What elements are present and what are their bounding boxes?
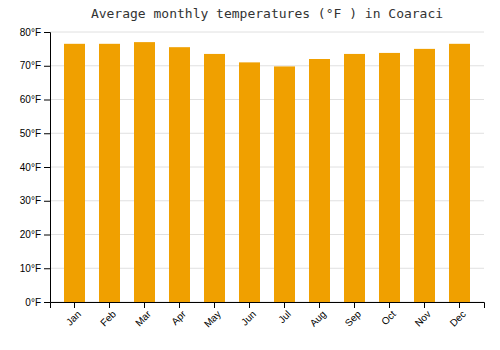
x-tick-label: Oct <box>379 308 398 327</box>
x-tick-label: Sep <box>343 308 364 329</box>
y-tick: 30°F <box>20 195 50 206</box>
x-tick: Oct <box>379 302 398 327</box>
x-tick-label: May <box>202 308 223 329</box>
bar <box>134 42 155 302</box>
x-tick: Jan <box>64 302 83 328</box>
x-tick-mark <box>459 302 460 308</box>
x-tick: Mar <box>133 302 153 328</box>
bars <box>64 42 470 302</box>
y-tick-label: 80°F <box>20 27 41 38</box>
x-tick-label: Jun <box>239 308 258 327</box>
x-tick: Aug <box>308 302 328 329</box>
y-tick-label: 40°F <box>20 162 41 173</box>
x-tick: Jul <box>276 302 293 325</box>
y-axis: 0°F 10°F 20°F 30°F 40°F 50°F 60°F 70°F 80°F <box>20 27 51 308</box>
x-tick-mark <box>74 302 75 308</box>
y-tick-label: 10°F <box>20 263 41 274</box>
x-tick-label: Mar <box>133 308 153 328</box>
y-tick-label: 60°F <box>20 94 41 105</box>
y-tick: 10°F <box>20 263 50 274</box>
x-tick-label: Dec <box>448 308 468 328</box>
x-tick-label: Jan <box>64 308 83 327</box>
y-tick: 0°F <box>25 297 50 308</box>
y-tick-mark <box>44 201 50 202</box>
x-tick-mark <box>284 302 285 308</box>
y-tick-label: 20°F <box>20 229 41 240</box>
y-tick-mark <box>44 100 50 101</box>
y-tick-label: 30°F <box>20 195 41 206</box>
grid-line <box>50 32 484 33</box>
x-tick: Jun <box>239 302 258 328</box>
bar <box>169 47 190 302</box>
x-axis-line <box>51 303 485 309</box>
x-tick-label: Nov <box>413 308 433 328</box>
y-tick-mark <box>44 32 50 33</box>
y-axis-line <box>44 33 51 303</box>
bar <box>274 66 295 302</box>
bar <box>309 59 330 302</box>
x-tick-mark <box>389 302 390 308</box>
x-tick-mark <box>179 302 180 308</box>
bar <box>99 44 120 302</box>
y-tick-mark <box>44 167 50 168</box>
y-tick: 80°F <box>20 27 50 38</box>
y-tick-mark <box>44 235 50 236</box>
y-tick-mark <box>44 302 50 303</box>
bar <box>379 53 400 302</box>
grid <box>50 32 484 302</box>
x-tick: Sep <box>343 302 364 329</box>
x-tick: Dec <box>448 302 468 329</box>
bar <box>239 62 260 302</box>
x-tick-mark <box>424 302 425 308</box>
y-tick: 20°F <box>20 229 50 240</box>
x-tick: May <box>202 302 223 330</box>
y-tick-label: 0°F <box>25 297 41 308</box>
x-axis: Jan Feb Mar Apr May Jun Jul Aug Sep Oct Nov Dec <box>51 302 485 330</box>
y-tick: 70°F <box>20 60 50 71</box>
x-tick-mark <box>319 302 320 308</box>
x-tick: Feb <box>98 302 118 328</box>
y-tick-mark <box>44 133 50 134</box>
y-tick: 50°F <box>20 128 50 139</box>
x-tick-label: Jul <box>276 308 293 325</box>
y-tick-label: 70°F <box>20 60 41 71</box>
x-tick-mark <box>109 302 110 308</box>
bar <box>204 54 225 302</box>
x-tick-label: Aug <box>308 308 328 328</box>
bar <box>64 44 85 302</box>
x-tick-mark <box>249 302 250 308</box>
y-tick: 60°F <box>20 94 50 105</box>
y-tick-label: 50°F <box>20 128 41 139</box>
x-tick: Nov <box>413 302 433 329</box>
x-tick-label: Apr <box>169 308 188 327</box>
x-tick-mark <box>214 302 215 308</box>
x-tick-mark <box>354 302 355 308</box>
y-tick-mark <box>44 66 50 67</box>
x-tick-label: Feb <box>98 308 118 328</box>
plot-area: 0°F 10°F 20°F 30°F 40°F 50°F 60°F 70°F 80°F Jan Fe… <box>20 27 485 330</box>
bar <box>414 49 435 302</box>
x-tick-mark <box>144 302 145 308</box>
bar <box>344 54 365 302</box>
bar <box>449 44 470 302</box>
title: Average monthly temperatures (°F ) in Co… <box>91 6 443 21</box>
y-tick-mark <box>44 268 50 269</box>
y-tick: 40°F <box>20 162 50 173</box>
x-tick: Apr <box>169 302 188 327</box>
chart-svg: 0°F 10°F 20°F 30°F 40°F 50°F 60°F 70°F 80°F Jan Fe… <box>0 0 500 350</box>
